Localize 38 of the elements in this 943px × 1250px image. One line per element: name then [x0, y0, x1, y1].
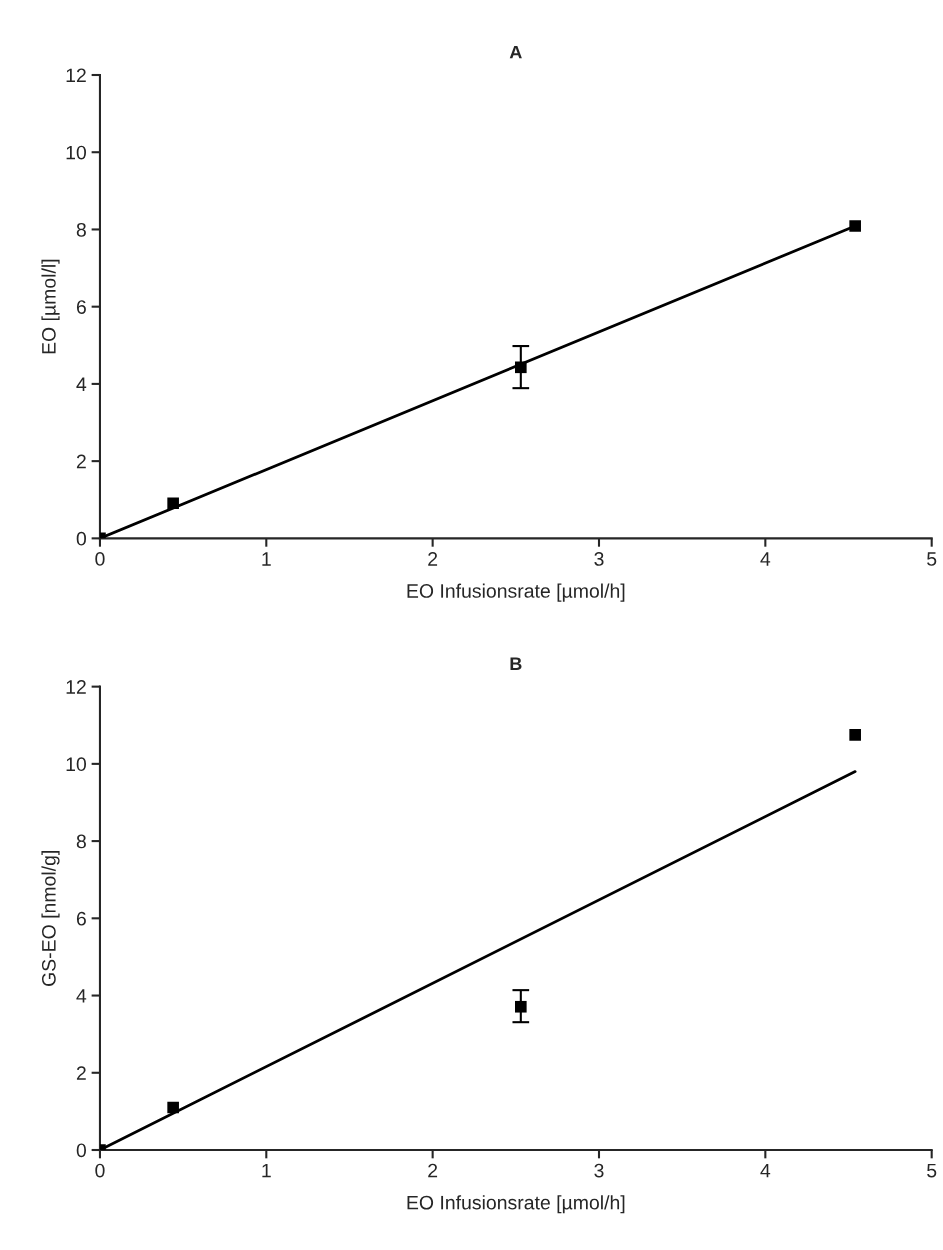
- y-tick-label: 4: [76, 989, 87, 1003]
- x-tick-label: 3: [594, 552, 604, 566]
- y-tick-label: 0: [76, 531, 86, 546]
- x-tick-label: 3: [594, 1163, 604, 1178]
- y-tick-label: 2: [76, 454, 86, 469]
- y-tick-label: 2: [76, 1066, 86, 1080]
- x-tick-label: 1: [262, 1163, 271, 1178]
- y-tick-label: 8: [76, 834, 86, 849]
- y-tick-label: 12: [66, 680, 86, 694]
- point: [167, 1101, 179, 1114]
- point: [167, 497, 179, 510]
- x-tick-label: 4: [760, 552, 771, 566]
- y-tick-label: 10: [66, 757, 87, 772]
- point: [849, 220, 861, 232]
- chart-title: A: [509, 45, 522, 59]
- point: [849, 729, 861, 741]
- x-tick-label: 0: [95, 552, 105, 566]
- x-tick-label: 0: [95, 1163, 105, 1178]
- x-tick-label: 5: [927, 1163, 937, 1178]
- x-tick-label: 5: [927, 552, 937, 566]
- x-axis-title: EO Infusionsrate [µmol/h]: [407, 583, 625, 602]
- y-tick-label: 6: [76, 911, 86, 926]
- x-tick-label: 2: [428, 552, 438, 566]
- x-tick-label: 2: [428, 1163, 438, 1178]
- y-axis-title: GS-EO [nmol/g]: [41, 851, 60, 986]
- y-axis-title: EO [µmol/l]: [41, 259, 60, 354]
- y-tick-label: 6: [76, 300, 86, 314]
- y-tick-label: 8: [76, 222, 86, 237]
- x-tick-label: 1: [262, 552, 271, 566]
- chart-title: B: [510, 657, 522, 670]
- y-tick-label: 12: [66, 68, 86, 83]
- y-tick-label: 4: [76, 377, 87, 391]
- y-tick-label: 0: [76, 1143, 86, 1158]
- point: [515, 1000, 527, 1013]
- y-tick-label: 10: [66, 145, 87, 160]
- x-axis-title: EO Infusionsrate [µmol/h]: [407, 1195, 625, 1214]
- point: [515, 361, 527, 374]
- x-tick-label: 4: [760, 1163, 771, 1178]
